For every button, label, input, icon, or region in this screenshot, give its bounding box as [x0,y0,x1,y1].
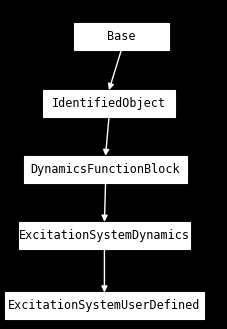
Text: ExcitationSystemUserDefined: ExcitationSystemUserDefined [8,299,201,313]
Text: Base: Base [107,30,136,43]
FancyBboxPatch shape [74,23,169,50]
Text: DynamicsFunctionBlock: DynamicsFunctionBlock [31,163,180,176]
FancyBboxPatch shape [5,292,204,319]
FancyBboxPatch shape [24,156,187,183]
Text: IdentifiedObject: IdentifiedObject [52,97,166,110]
FancyBboxPatch shape [19,222,190,249]
FancyBboxPatch shape [43,90,175,117]
Text: ExcitationSystemDynamics: ExcitationSystemDynamics [19,229,190,242]
